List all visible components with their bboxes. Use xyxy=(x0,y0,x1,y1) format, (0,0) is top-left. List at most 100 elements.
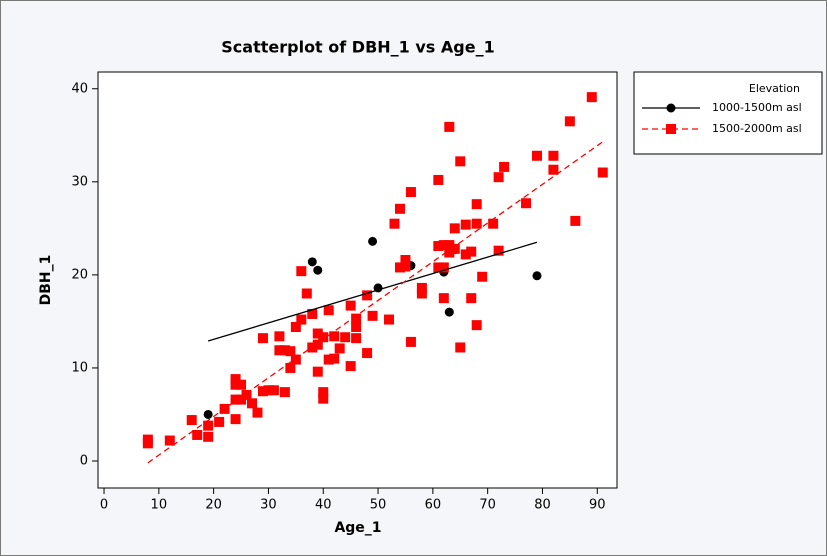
legend-title: Elevation xyxy=(749,82,800,95)
point xyxy=(186,415,197,426)
point xyxy=(499,161,510,172)
point xyxy=(351,333,362,344)
point xyxy=(471,218,482,229)
point xyxy=(460,249,471,260)
point xyxy=(455,156,466,167)
point xyxy=(570,215,581,226)
point xyxy=(368,236,378,246)
point xyxy=(493,172,504,183)
point xyxy=(274,331,285,342)
point xyxy=(164,435,175,446)
x-tick-label: 30 xyxy=(260,498,277,513)
point xyxy=(334,343,345,354)
point xyxy=(274,345,285,356)
point xyxy=(345,300,356,311)
y-tick-label: 0 xyxy=(80,454,88,469)
point xyxy=(307,308,318,319)
point xyxy=(241,389,252,400)
point xyxy=(142,438,153,449)
point xyxy=(444,247,455,258)
point xyxy=(318,393,329,404)
point xyxy=(340,332,351,343)
point xyxy=(318,332,329,343)
point xyxy=(313,265,323,275)
x-tick-label: 10 xyxy=(151,498,168,513)
x-tick-label: 40 xyxy=(315,498,332,513)
legend xyxy=(633,71,823,155)
point xyxy=(394,203,405,214)
point xyxy=(466,293,477,304)
point xyxy=(455,342,466,353)
point xyxy=(230,379,241,390)
x-tick-label: 80 xyxy=(534,498,551,513)
point xyxy=(312,339,323,350)
point xyxy=(438,240,449,251)
point xyxy=(296,314,307,325)
point xyxy=(444,240,455,251)
point xyxy=(263,385,274,396)
point xyxy=(279,345,290,356)
point xyxy=(268,385,279,396)
point xyxy=(351,321,362,332)
point xyxy=(597,167,608,178)
point xyxy=(230,394,241,405)
point xyxy=(389,218,400,229)
point xyxy=(564,116,575,127)
x-tick-label: 70 xyxy=(479,498,496,513)
y-tick-label: 30 xyxy=(71,174,88,189)
x-tick-label: 0 xyxy=(100,498,108,513)
point xyxy=(493,245,504,256)
point xyxy=(433,262,444,273)
y-tick-label: 40 xyxy=(71,81,88,96)
point xyxy=(471,320,482,331)
point xyxy=(444,307,454,317)
x-tick-label: 90 xyxy=(589,498,606,513)
point xyxy=(230,414,241,425)
point xyxy=(318,387,329,398)
point xyxy=(548,164,559,175)
point xyxy=(405,336,416,347)
chart-title: Scatterplot of DBH_1 vs Age_1 xyxy=(221,38,494,57)
point xyxy=(477,271,488,282)
legend-marker xyxy=(666,124,676,134)
point xyxy=(290,321,301,332)
point xyxy=(449,223,460,234)
point xyxy=(488,218,499,229)
point xyxy=(323,305,334,316)
point xyxy=(586,92,597,103)
point xyxy=(351,313,362,324)
point xyxy=(236,379,247,390)
point xyxy=(384,314,395,325)
point xyxy=(531,150,542,161)
point xyxy=(394,262,405,273)
point xyxy=(362,290,373,301)
point xyxy=(252,407,263,418)
point xyxy=(400,254,411,265)
point xyxy=(307,257,317,267)
point xyxy=(290,354,301,365)
legend-marker xyxy=(666,103,676,113)
point xyxy=(466,246,477,257)
point xyxy=(203,431,214,442)
point xyxy=(345,361,356,372)
point xyxy=(236,394,247,405)
point xyxy=(405,187,416,198)
point xyxy=(279,387,290,398)
point xyxy=(323,354,334,365)
point xyxy=(285,362,296,373)
point xyxy=(521,198,532,209)
point xyxy=(532,271,542,281)
point xyxy=(296,266,307,277)
point xyxy=(203,409,213,419)
y-tick-label: 20 xyxy=(71,267,88,282)
point xyxy=(192,429,203,440)
point xyxy=(312,366,323,377)
point xyxy=(329,353,340,364)
legend-label: 1500-2000m asl xyxy=(712,122,802,135)
point xyxy=(230,374,241,385)
point xyxy=(433,241,444,252)
point xyxy=(257,333,268,344)
point xyxy=(444,121,455,132)
point xyxy=(312,328,323,339)
